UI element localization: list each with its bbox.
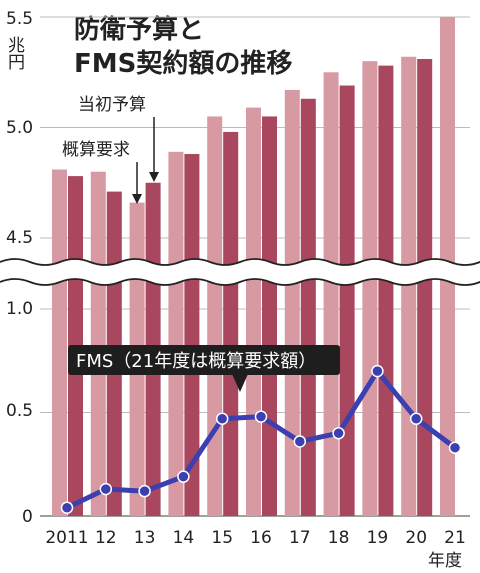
- x-ticks: 2011 12 13 14 15 16 17 18 19 20 21: [45, 528, 465, 548]
- bar-request-18: [323, 72, 339, 516]
- axis-break-line-bottom: [0, 278, 480, 286]
- fms-point-21: [448, 441, 462, 454]
- bar-request-20: [401, 56, 417, 516]
- chart-title-line2: FMS契約額の推移: [74, 48, 292, 79]
- bar-request-2011: [52, 169, 67, 517]
- x-tick-12: 12: [95, 528, 117, 548]
- annotation-request-text: 概算要求: [62, 140, 130, 160]
- x-tick-21: 21: [444, 528, 466, 548]
- axis-break-band: [0, 259, 480, 285]
- annotation-request: 概算要求: [62, 140, 142, 204]
- fms-line-layer: [60, 364, 462, 514]
- x-tick-16: 16: [250, 528, 272, 548]
- x-tick-2011: 2011: [45, 528, 88, 548]
- y-tick-0.5: 0.5: [6, 401, 33, 421]
- y-tick-5.0: 5.0: [6, 118, 33, 138]
- y-tick-4.5: 4.5: [6, 228, 33, 248]
- x-tick-14: 14: [173, 528, 195, 548]
- x-tick-20: 20: [405, 528, 427, 548]
- chart-title-line1: 防衛予算と: [74, 14, 204, 45]
- annotation-initial-budget-text: 当初予算: [78, 95, 146, 115]
- bar-initial-19: [378, 65, 394, 517]
- x-axis-label: 年度: [428, 551, 462, 571]
- fms-point-15: [215, 412, 229, 425]
- fms-point-13: [138, 484, 151, 498]
- bar-request-14: [168, 151, 184, 516]
- x-tick-19: 19: [367, 528, 389, 548]
- fms-annotation: FMS（21年度は概算要求額）: [68, 345, 340, 392]
- bar-initial-16: [262, 116, 277, 516]
- x-tick-15: 15: [211, 528, 233, 548]
- annotation-initial-budget: 当初予算: [78, 95, 159, 182]
- y-tick-5.5: 5.5: [6, 9, 33, 29]
- x-tick-18: 18: [328, 528, 350, 548]
- x-tick-17: 17: [289, 528, 311, 548]
- fms-point-16: [254, 410, 268, 423]
- bar-request-12: [90, 171, 106, 516]
- fms-point-19: [371, 364, 384, 378]
- bar-request-19: [362, 61, 378, 516]
- bar-request-15: [207, 116, 223, 516]
- bar-request-17: [284, 89, 300, 517]
- y-tick-0: 0: [22, 507, 33, 527]
- x-tick-13: 13: [134, 528, 156, 548]
- unit-label: 兆円: [4, 36, 25, 71]
- bar-request-16: [246, 107, 261, 517]
- axis-break: [0, 258, 480, 286]
- fms-annotation-text: FMS（21年度は概算要求額）: [76, 351, 316, 372]
- fms-point-2011: [60, 501, 74, 514]
- fms-point-18: [332, 426, 345, 440]
- bar-initial-20: [417, 58, 433, 517]
- bar-initial-18: [339, 85, 355, 516]
- bar-initial-14: [184, 154, 200, 516]
- bar-initial-17: [300, 98, 316, 517]
- fms-point-20: [409, 412, 423, 425]
- fms-point-12: [99, 482, 113, 496]
- bar-initial-15: [223, 131, 239, 517]
- fms-point-17: [293, 435, 307, 448]
- fms-point-14: [177, 470, 190, 483]
- y-tick-1.0: 1.0: [6, 299, 33, 319]
- axis-break-line-top: [0, 258, 480, 266]
